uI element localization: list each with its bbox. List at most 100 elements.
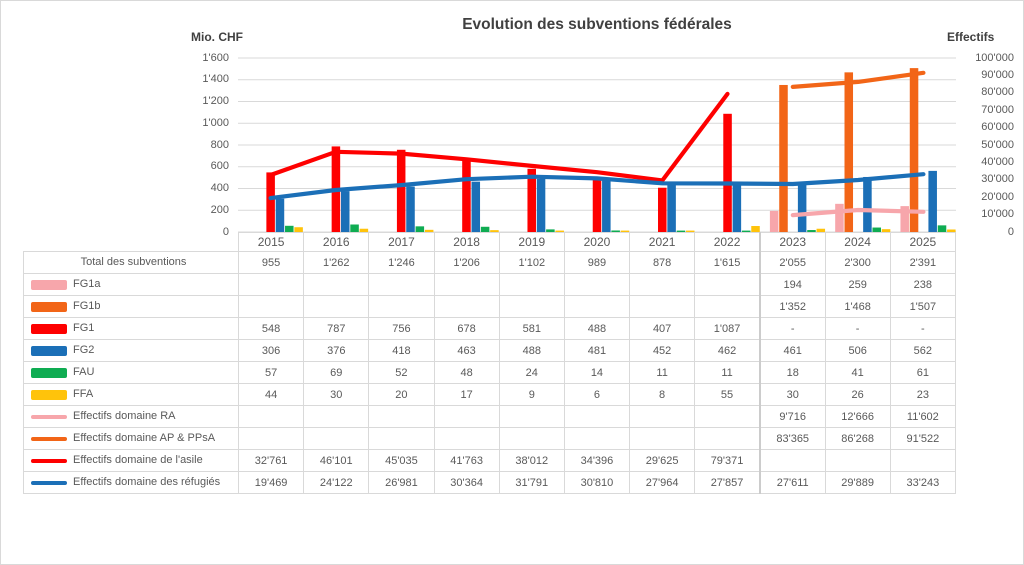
row-label-cell: Effectifs domaine des réfugiés [23,471,239,494]
row-label-cell: Effectifs domaine AP & PPsA [23,427,239,450]
value-cell [237,405,305,428]
value-cell: 2'391 [889,251,957,274]
value-cell: 33'243 [889,471,957,494]
left-axis-tick-label: 200 [210,203,229,216]
value-cell: 878 [629,251,696,274]
left-axis-tick-label: 1'000 [202,116,229,129]
bar-FG2 [667,182,676,232]
bar-FG2 [863,176,872,232]
bar-FFA [947,229,956,232]
row-label-cell: FFA [23,383,239,406]
bar-legend-key-swatch [31,323,67,334]
value-cell [563,405,631,428]
row-label-cell: FG1a [23,273,239,296]
bar-FG2 [340,191,350,232]
value-cell [563,427,631,450]
bar-FAU [611,230,620,232]
year-header-cell: 2022 [694,232,761,252]
value-cell: 30'810 [563,471,631,494]
series-label: FG1 [73,322,95,335]
right-axis-tick-label: 60'000 [981,121,1014,134]
value-cell: 30'364 [433,471,500,494]
year-header-cell: 2025 [889,232,957,252]
year-header-cell: 2023 [758,232,826,252]
value-cell [498,273,565,296]
left-axis-tick-label: 600 [210,160,229,173]
bar-FG1b [909,68,919,233]
value-cell: 1'507 [889,295,957,318]
row-label-cell: Effectifs domaine RA [23,405,239,428]
left-axis-tick-label: 800 [210,138,229,151]
value-cell: 9'716 [758,405,826,428]
value-cell: 27'857 [694,471,761,494]
value-cell [498,295,565,318]
left-axis-tick-label: 1'400 [202,73,229,86]
value-cell: 1'206 [433,251,500,274]
value-cell: 32'761 [237,449,305,472]
value-cell [498,405,565,428]
bar-FAU [415,226,425,232]
value-cell: 31'791 [498,471,565,494]
value-cell: 1'102 [498,251,565,274]
value-cell [303,273,370,296]
table-row: Effectifs domaine des réfugiés 19'469 24'1… [23,471,957,494]
bar-FG2 [797,181,807,232]
line-legend-key-swatch [31,414,67,419]
value-cell [368,273,435,296]
bar-FAU [872,227,882,232]
value-cell [563,295,631,318]
value-cell [824,449,891,472]
value-cell: - [824,317,891,340]
bar-FFA [424,229,434,232]
bar-FFA [620,230,630,232]
value-cell: 27'611 [758,471,826,494]
value-cell: 38'012 [498,449,565,472]
value-cell: 1'246 [368,251,435,274]
bar-FG1a [769,210,779,232]
series-label: Effectifs domaine des réfugiés [73,476,221,489]
series-label: FG2 [73,344,95,357]
bar-FAU [546,229,555,232]
bar-legend-key-swatch [31,367,67,378]
bar-FAU [937,225,947,232]
table-row: FFA 44 30 20 17 9 6 8 55 30 26 23 [23,383,957,406]
value-cell: 41 [824,361,891,384]
bar-FAU [350,224,359,232]
value-cell: 488 [498,339,565,362]
year-header-cell: 2018 [433,232,500,252]
value-cell: 57 [237,361,305,384]
value-cell: 1'087 [694,317,761,340]
table-row: FG1 548 787 756 678 581 488 407 1'087- - - [23,317,957,340]
bar-FG1b [779,84,788,232]
right-axis-tick-label: 0 [1007,225,1014,238]
value-cell: 462 [694,339,761,362]
value-cell: 955 [237,251,305,274]
value-cell: 29'625 [629,449,696,472]
value-cell [303,295,370,318]
value-cell: 79'371 [694,449,761,472]
bar-FG1 [527,168,536,232]
value-cell [694,427,761,450]
bar-FFA [359,228,369,232]
bar-FG1 [266,172,275,232]
left-axis-tick-label: 0 [222,225,229,238]
value-cell: 41'763 [433,449,500,472]
bar-legend-key-swatch [31,345,67,356]
value-cell [433,427,500,450]
year-header-cell: 2021 [629,232,696,252]
series-label: Effectifs domaine RA [73,410,176,423]
right-axis-tick-label: 50'000 [981,138,1014,151]
value-cell: 488 [563,317,631,340]
table-row: Effectifs domaine RA 9'716 12'666 11'602 [23,405,957,428]
row-label-cell: FG1b [23,295,239,318]
value-cell [629,295,696,318]
bar-FG1b [844,72,854,232]
value-cell: 61 [889,361,957,384]
left-axis-tick-label: 1'600 [202,51,229,64]
line-legend-key-swatch [31,436,67,441]
value-cell: 14 [563,361,631,384]
value-cell: 562 [889,339,957,362]
left-axis-tick-label: 1'200 [202,95,229,107]
value-cell: 11 [629,361,696,384]
